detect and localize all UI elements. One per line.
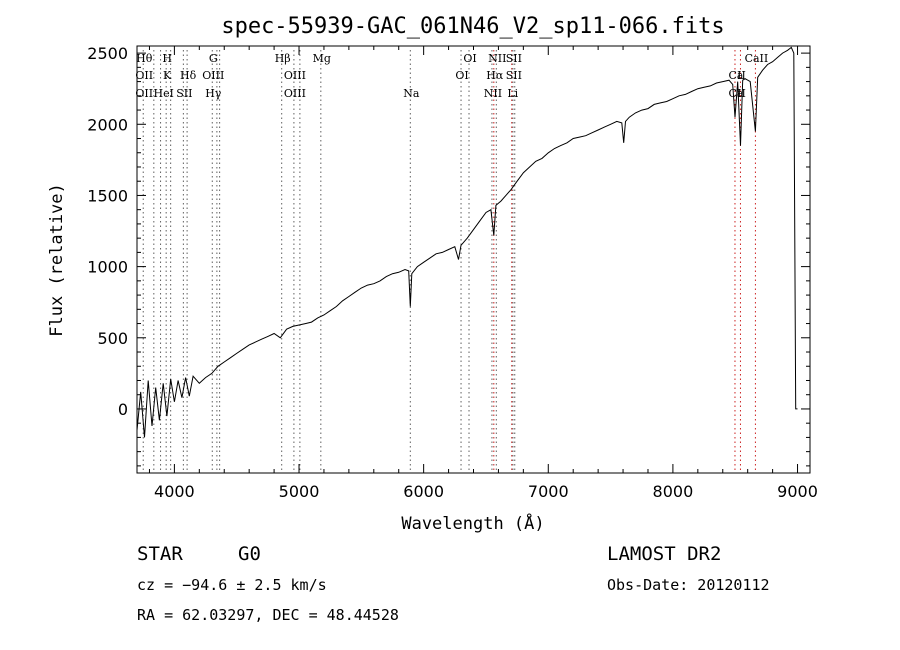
chart-title: spec-55939-GAC_061N46_V2_sp11-066.fits <box>221 14 724 39</box>
x-axis-ticks: 4000 5000 6000 7000 8000 9000 <box>148 46 818 501</box>
line-marker-label: I <box>169 87 173 100</box>
line-marker-label: NII <box>484 87 502 100</box>
line-marker-label: K <box>163 69 172 82</box>
line-marker-label: Hβ <box>275 52 291 65</box>
line-marker-label: SII <box>506 52 522 65</box>
coordinates: RA = 62.03297, DEC = 48.44528 <box>137 606 399 624</box>
line-marker-label: He <box>154 87 170 100</box>
line-marker-label: Hθ <box>136 52 153 65</box>
object-subclass: G0 <box>238 543 261 565</box>
x-tick-label: 4000 <box>154 482 195 501</box>
y-tick-label: 0 <box>118 400 128 419</box>
line-marker-label: Na <box>403 87 420 100</box>
y-tick-label: 1000 <box>87 258 128 277</box>
x-tick-label: 6000 <box>403 482 444 501</box>
plot-frame <box>136 45 811 474</box>
y-tick-label: 1500 <box>87 186 128 205</box>
spectrum-line <box>136 46 798 438</box>
x-tick-label: 7000 <box>528 482 569 501</box>
line-marker-label: II <box>737 69 746 82</box>
line-marker-label: Hα <box>486 69 504 82</box>
line-marker-label: Li <box>507 87 518 100</box>
line-marker-label: OIII <box>202 69 224 82</box>
line-marker-label: OI <box>463 52 476 65</box>
redshift-value: cz = −94.6 ± 2.5 km/s <box>137 576 327 594</box>
line-marker-label: II <box>737 87 746 100</box>
line-marker-label: Hδ <box>180 69 197 82</box>
line-marker-label: SII <box>176 87 192 100</box>
x-tick-label: 8000 <box>653 482 694 501</box>
line-marker-label: OI <box>455 69 468 82</box>
line-marker-label: OII <box>135 69 153 82</box>
y-tick-label: 500 <box>97 329 128 348</box>
line-marker-label: OII <box>135 87 153 100</box>
x-axis-label: Wavelength (Å) <box>401 512 544 534</box>
line-marker-label: Hγ <box>205 87 222 100</box>
y-tick-label: 2000 <box>87 115 128 134</box>
line-marker-label: Mg <box>313 52 331 65</box>
line-marker-label: NII <box>488 52 506 65</box>
spectral-line-markers <box>142 50 756 473</box>
line-marker-label: OIII <box>284 87 306 100</box>
y-axis-label: Flux (relative) <box>47 183 67 337</box>
object-class: STAR <box>137 543 183 565</box>
line-marker-label: CaII <box>745 52 769 65</box>
line-marker-label: OIII <box>284 69 306 82</box>
y-axis-ticks: 0 500 1000 1500 2000 2500 <box>87 44 810 467</box>
x-tick-label: 5000 <box>279 482 320 501</box>
y-tick-label: 2500 <box>87 44 128 63</box>
x-tick-label: 9000 <box>777 482 818 501</box>
survey-name: LAMOST DR2 <box>607 543 721 565</box>
line-marker-label: H <box>162 52 172 65</box>
line-marker-label: Ca <box>728 69 743 82</box>
observation-date: Obs-Date: 20120112 <box>607 576 770 594</box>
line-marker-label: Ca <box>728 87 743 100</box>
line-marker-label: SII <box>506 69 522 82</box>
line-marker-label: G <box>209 52 218 65</box>
